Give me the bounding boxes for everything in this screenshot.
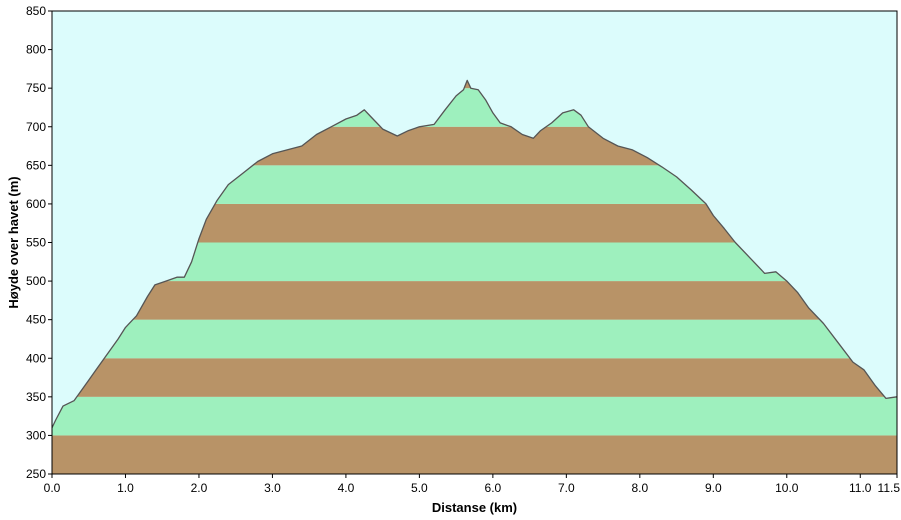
y-tick-label: 500 (26, 274, 46, 288)
sky-area (52, 11, 897, 428)
y-tick-label: 300 (26, 428, 46, 442)
x-tick-label: 1.0 (117, 481, 134, 495)
x-tick-label: 10.0 (775, 481, 799, 495)
y-tick-label: 700 (26, 120, 46, 134)
y-tick-label: 450 (26, 313, 46, 327)
x-tick-label: 9.0 (705, 481, 722, 495)
elevation-band (52, 319, 897, 359)
x-tick-label: 11.5 (878, 481, 901, 495)
elevation-profile-line (52, 79, 897, 428)
x-tick-label: 3.0 (264, 481, 281, 495)
y-tick-label: 350 (26, 390, 46, 404)
y-tick-label: 600 (26, 197, 46, 211)
y-axis: 250 300 350 400 450 500 550 600 650 700 750 800 850 (26, 4, 52, 481)
elevation-band (52, 435, 897, 474)
x-axis: 0.0 1.0 2.0 3.0 4.0 5.0 6.0 7.0 8.0 9.0 10.0 11.0 11… (44, 474, 901, 495)
y-tick-label: 800 (26, 43, 46, 57)
x-tick-label: 6.0 (485, 481, 502, 495)
x-tick-label: 7.0 (558, 481, 575, 495)
x-tick-label: 0.0 (44, 481, 61, 495)
x-tick-label: 5.0 (411, 481, 428, 495)
y-axis-title: Høyde over havet (m) (6, 176, 21, 308)
elevation-band (52, 358, 897, 397)
x-tick-label: 8.0 (631, 481, 648, 495)
y-tick-label: 400 (26, 351, 46, 365)
y-tick-label: 650 (26, 158, 46, 172)
x-tick-label: 4.0 (338, 481, 355, 495)
y-tick-label: 550 (26, 236, 46, 250)
x-axis-title: Distanse (km) (432, 500, 517, 515)
y-tick-label: 250 (26, 467, 46, 481)
x-tick-label: 11.0 (849, 481, 872, 495)
y-tick-label: 850 (26, 4, 46, 18)
y-tick-label: 750 (26, 81, 46, 95)
elevation-band (52, 396, 897, 436)
elevation-band (52, 281, 897, 320)
x-tick-label: 2.0 (191, 481, 208, 495)
